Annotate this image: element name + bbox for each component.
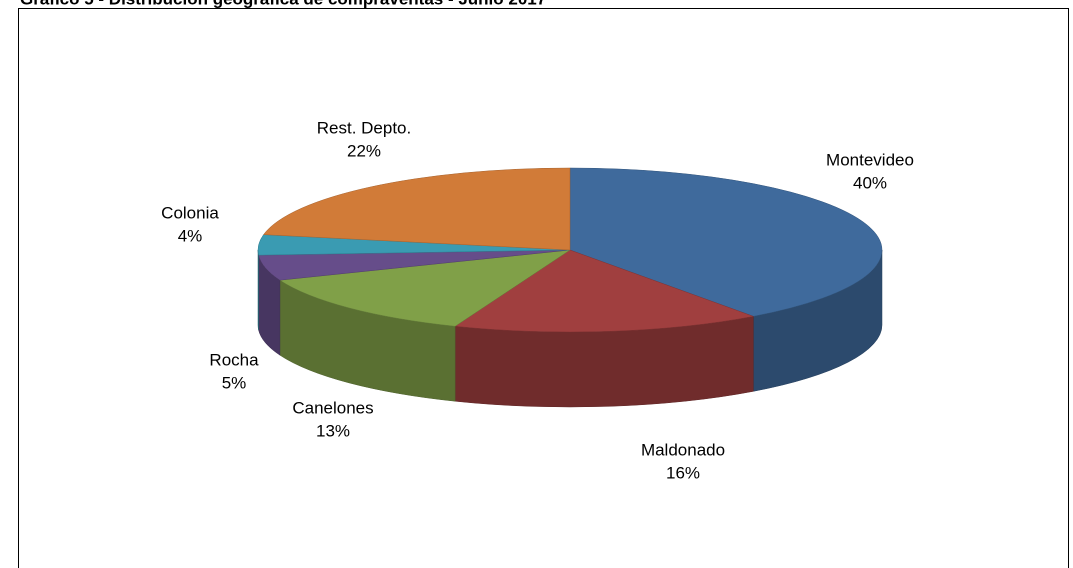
slice-label: Rocha (209, 350, 259, 369)
slice-value-label: 5% (222, 373, 247, 392)
pie-slice-side (257, 249, 259, 331)
slice-label: Canelones (292, 398, 373, 417)
slice-label: Colonia (161, 203, 219, 222)
chart-title: Gráfico 5 - Distribución geográfica de c… (20, 0, 546, 8)
pie-slice (569, 167, 883, 317)
slice-label: Maldonado (641, 440, 725, 459)
pie-slice (454, 249, 755, 333)
slice-value-label: 22% (347, 141, 381, 160)
slice-value-label: 4% (178, 226, 203, 245)
chart-frame (18, 8, 1069, 568)
slice-value-label: 16% (666, 463, 700, 482)
pie-slice (263, 167, 571, 251)
pie-slice (279, 249, 571, 327)
slice-label: Montevideo (826, 150, 914, 169)
slice-value-label: 13% (316, 421, 350, 440)
slice-label: Rest. Depto. (317, 118, 412, 137)
slice-value-label: 40% (853, 173, 887, 192)
